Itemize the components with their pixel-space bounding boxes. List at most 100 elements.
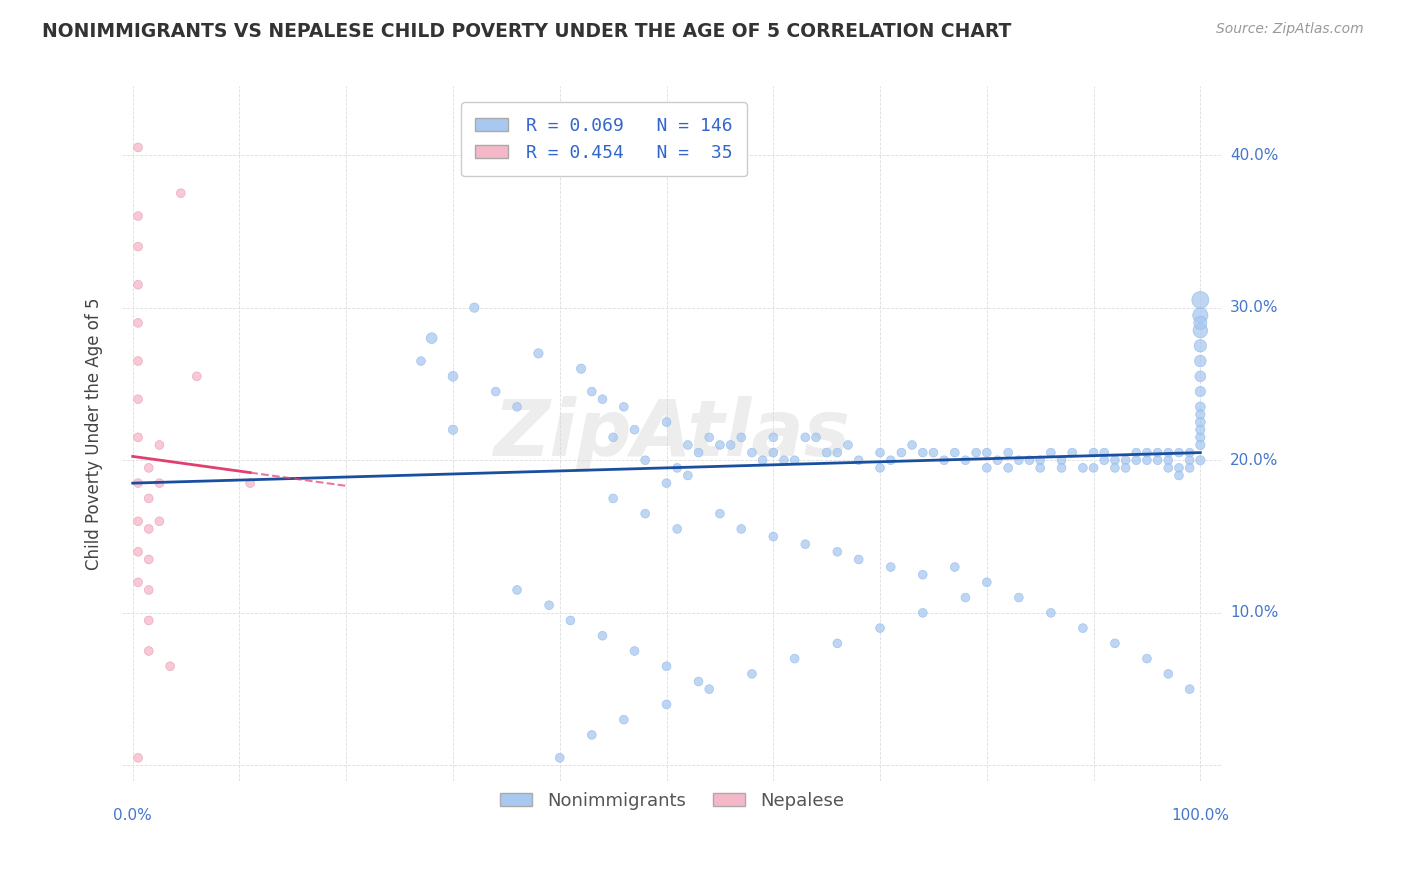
Point (186, 369, 208, 384)
Point (997, 445, 1019, 459)
Point (1189, 324, 1212, 338)
Point (730, 522, 752, 536)
Point (837, 438, 859, 452)
Point (869, 445, 891, 459)
Point (1029, 453, 1052, 467)
Point (1050, 461, 1073, 475)
Point (1136, 651, 1159, 665)
Point (127, 751, 149, 765)
Point (762, 430, 785, 444)
Point (709, 507, 731, 521)
Point (666, 461, 689, 475)
Point (1029, 461, 1052, 475)
Point (730, 430, 752, 444)
Point (827, 636, 849, 650)
Point (1104, 461, 1126, 475)
Point (634, 507, 657, 521)
Point (409, 354, 432, 368)
Point (592, 629, 614, 643)
Point (762, 445, 785, 459)
Point (827, 545, 849, 559)
Point (420, 331, 443, 345)
Point (138, 522, 160, 536)
Point (127, 514, 149, 528)
Point (880, 453, 903, 467)
Point (1189, 415, 1212, 429)
Point (1115, 461, 1137, 475)
Point (1136, 445, 1159, 459)
Point (676, 468, 699, 483)
Point (848, 552, 870, 566)
Point (943, 445, 966, 459)
Point (538, 598, 561, 612)
Point (1125, 445, 1147, 459)
Point (1189, 308, 1212, 322)
Point (1039, 606, 1062, 620)
Point (976, 575, 998, 590)
Point (170, 186, 193, 201)
Point (922, 445, 945, 459)
Point (676, 438, 699, 452)
Point (506, 582, 529, 597)
Point (138, 552, 160, 566)
Point (1189, 384, 1212, 399)
Point (804, 430, 827, 444)
Point (997, 461, 1019, 475)
Text: 30.0%: 30.0% (1230, 300, 1278, 315)
Point (1189, 453, 1212, 467)
Point (148, 514, 170, 528)
Point (127, 545, 149, 559)
Point (623, 423, 645, 437)
Point (1189, 293, 1212, 307)
Point (127, 392, 149, 407)
Point (773, 453, 796, 467)
Point (827, 445, 849, 459)
Point (762, 529, 785, 543)
Point (1071, 621, 1094, 635)
Point (697, 430, 720, 444)
Point (441, 369, 464, 384)
Point (655, 415, 678, 429)
Point (815, 445, 838, 459)
Point (1189, 316, 1212, 330)
Point (1157, 461, 1180, 475)
Point (1168, 461, 1191, 475)
Point (127, 430, 149, 444)
Point (655, 476, 678, 491)
Point (986, 453, 1008, 467)
Point (1083, 445, 1105, 459)
Point (548, 751, 571, 765)
Point (890, 445, 912, 459)
Point (794, 537, 817, 551)
Point (569, 361, 592, 376)
Y-axis label: Child Poverty Under the Age of 5: Child Poverty Under the Age of 5 (86, 297, 103, 570)
Text: 0.0%: 0.0% (114, 808, 152, 823)
Point (1157, 666, 1180, 681)
Text: ZipAtlas: ZipAtlas (494, 395, 851, 472)
Point (741, 666, 763, 681)
Point (138, 614, 160, 628)
Point (911, 606, 934, 620)
Point (613, 400, 636, 414)
Point (1157, 445, 1180, 459)
Text: 10.0%: 10.0% (1230, 606, 1278, 620)
Point (1092, 453, 1115, 467)
Point (1062, 445, 1084, 459)
Point (127, 316, 149, 330)
Point (560, 614, 582, 628)
Text: 100.0%: 100.0% (1171, 808, 1229, 823)
Legend: Nonimmigrants, Nepalese: Nonimmigrants, Nepalese (492, 784, 851, 817)
Point (869, 461, 891, 475)
Point (932, 453, 955, 467)
Point (127, 239, 149, 253)
Point (506, 400, 529, 414)
Point (1189, 438, 1212, 452)
Point (1189, 423, 1212, 437)
Point (1189, 339, 1212, 353)
Point (613, 713, 636, 727)
Point (441, 423, 464, 437)
Point (1146, 445, 1168, 459)
Point (138, 461, 160, 475)
Point (880, 560, 903, 574)
Point (1115, 453, 1137, 467)
